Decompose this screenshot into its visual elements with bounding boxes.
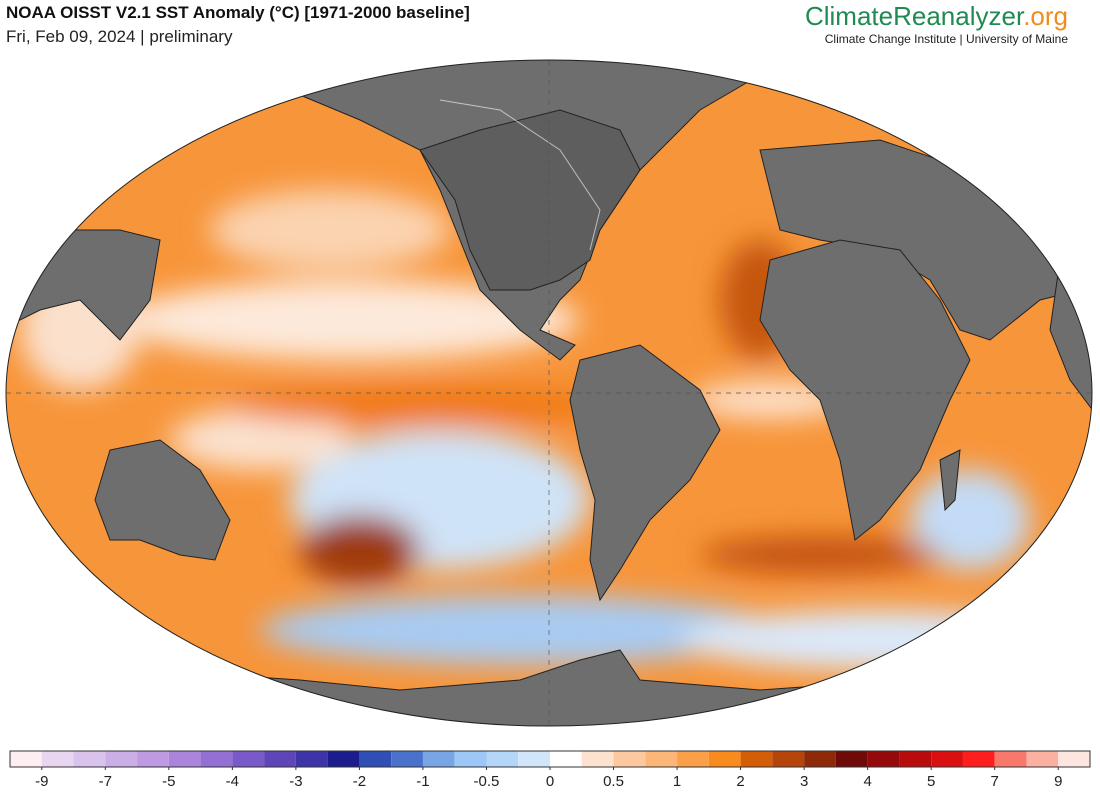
logo[interactable]: ClimateReanalyzer.org bbox=[805, 1, 1068, 32]
colorbar-label: 1 bbox=[673, 773, 681, 790]
colorbar-label: -5 bbox=[162, 773, 175, 790]
colorbar-box bbox=[645, 751, 678, 767]
colorbar-box bbox=[391, 751, 423, 767]
colorbar-box bbox=[200, 751, 233, 767]
colorbar-label: 7 bbox=[991, 773, 999, 790]
colorbar-box bbox=[168, 751, 201, 767]
colorbar-box bbox=[232, 751, 265, 767]
colorbar-label: -9 bbox=[35, 773, 48, 790]
colorbar-box bbox=[327, 751, 360, 767]
colorbar-label: -2 bbox=[353, 773, 366, 790]
logo-name: ClimateReanalyzer bbox=[804, 1, 1024, 31]
colorbar-box bbox=[994, 751, 1027, 767]
graticule bbox=[6, 60, 1092, 726]
colorbar-box bbox=[962, 751, 995, 767]
colorbar-box bbox=[867, 751, 900, 767]
colorbar-box bbox=[137, 751, 169, 767]
colorbar-label: 0 bbox=[546, 773, 554, 790]
title: NOAA OISST V2.1 SST Anomaly (°C) [1971-2… bbox=[6, 3, 470, 22]
map-outline bbox=[5, 59, 1093, 727]
colorbar-box bbox=[835, 751, 868, 767]
colorbar-box bbox=[550, 751, 582, 767]
colorbar-label: 3 bbox=[800, 773, 808, 790]
colorbar-box bbox=[708, 751, 741, 767]
colorbar-box bbox=[613, 751, 646, 767]
colorbar-box bbox=[518, 751, 550, 767]
colorbar-box bbox=[899, 751, 932, 767]
coast-detail bbox=[439, 99, 601, 251]
colorbar-box bbox=[41, 751, 74, 767]
colorbar-label: -7 bbox=[99, 773, 112, 790]
colorbar-box bbox=[105, 751, 138, 767]
colorbar-box bbox=[422, 751, 455, 767]
colorbar-box bbox=[359, 751, 392, 767]
subtitle: Fri, Feb 09, 2024 | preliminary bbox=[6, 27, 233, 46]
colorbar-box bbox=[1026, 751, 1059, 767]
colorbar-box bbox=[677, 751, 709, 767]
colorbar-label: 9 bbox=[1054, 773, 1062, 790]
colorbar-box bbox=[740, 751, 773, 767]
colorbar-box bbox=[1058, 751, 1090, 767]
map-body bbox=[6, 60, 1092, 726]
colorbar-label: 4 bbox=[863, 773, 871, 790]
colorbar-box bbox=[264, 751, 296, 767]
colorbar-box bbox=[73, 751, 106, 767]
colorbar-box bbox=[772, 751, 805, 767]
colorbar-label: -1 bbox=[416, 773, 429, 790]
colorbar-box bbox=[10, 751, 42, 767]
colorbar: -9 -7 -5 -4 -3 -2 -1 -0.5 0 0.5 1 2 3 4 5 7 9 bbox=[9, 750, 1091, 790]
colorbar-label: 2 bbox=[736, 773, 744, 790]
colorbar-box bbox=[581, 751, 614, 767]
colorbar-box bbox=[804, 751, 836, 767]
colorbar-box bbox=[295, 751, 328, 767]
colorbar-label: 5 bbox=[927, 773, 935, 790]
colorbar-label: 0.5 bbox=[603, 773, 624, 790]
colorbar-label: -3 bbox=[289, 773, 302, 790]
logo-subtitle: Climate Change Institute | University of… bbox=[824, 32, 1068, 46]
colorbar-box bbox=[931, 751, 963, 767]
logo-suffix: .org bbox=[1023, 1, 1068, 31]
colorbar-label: -4 bbox=[226, 773, 239, 790]
colorbar-box bbox=[454, 751, 487, 767]
colorbar-box bbox=[486, 751, 519, 767]
colorbar-label: -0.5 bbox=[474, 773, 500, 790]
